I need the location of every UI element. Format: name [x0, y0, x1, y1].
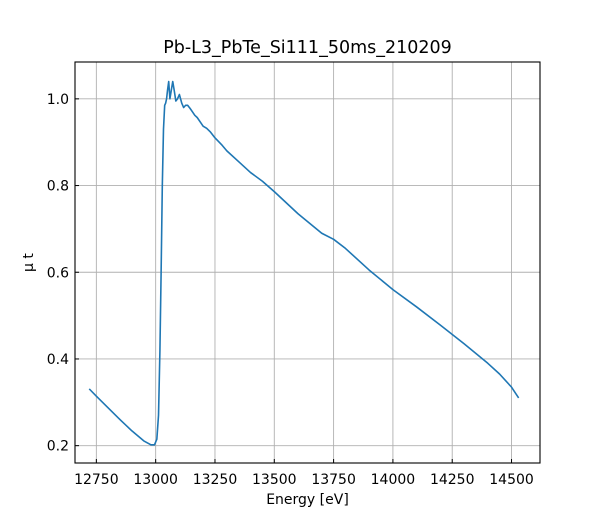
y-tick-label: 1.0	[47, 92, 69, 108]
grid	[75, 62, 540, 463]
y-tick-label: 0.4	[47, 352, 69, 368]
y-tick-label: 0.6	[47, 265, 69, 281]
x-tick-label: 13000	[133, 472, 178, 488]
x-axis-label: Energy [eV]	[266, 492, 349, 508]
x-tick-label: 14500	[489, 472, 534, 488]
x-tick-label: 13750	[311, 472, 356, 488]
y-axis-label: μ t	[21, 253, 37, 272]
x-tick-label: 13250	[193, 472, 238, 488]
y-tick-label: 0.2	[47, 439, 69, 455]
plot-frame	[74, 61, 541, 464]
ticks: 12750 13000 13250 13500 13750 14000 14250 14500…	[47, 92, 534, 488]
x-tick-label: 13500	[252, 472, 297, 488]
x-tick-label: 14250	[430, 472, 475, 488]
x-tick-label: 12750	[74, 472, 119, 488]
series-line	[88, 80, 520, 446]
x-tick-label: 14000	[371, 472, 416, 488]
y-tick-label: 0.8	[47, 179, 69, 195]
series-layer	[88, 80, 520, 446]
chart-title: Pb-L3_PbTe_Si111_50ms_210209	[163, 38, 452, 58]
